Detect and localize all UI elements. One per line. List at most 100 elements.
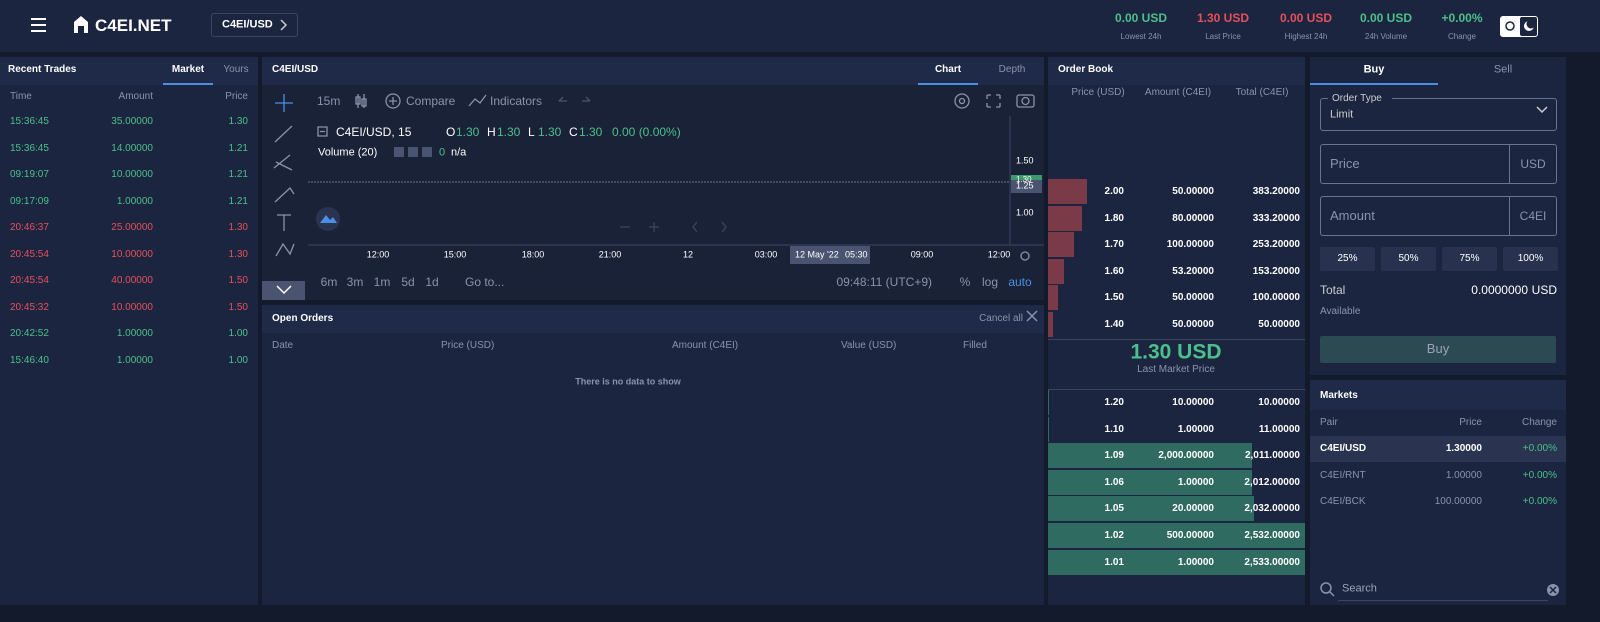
market-price: 1.30000 — [1445, 443, 1482, 454]
trade-time: 15:46:40 — [10, 354, 49, 366]
cancel-all[interactable]: Cancel all — [979, 313, 1023, 324]
trade-time: 15:36:45 — [10, 142, 49, 154]
tab[interactable]: Chart — [934, 64, 962, 75]
time-axis-label: 03:00 — [754, 249, 778, 260]
range-button[interactable]: 5d — [401, 274, 415, 289]
range-button[interactable]: 1m — [373, 274, 391, 289]
book-price: 1.80 — [1104, 212, 1124, 224]
column-header: Price — [225, 91, 248, 102]
input[interactable] — [1320, 144, 1557, 184]
bid-depth-bar — [1048, 549, 1305, 575]
chart-panel — [262, 57, 1044, 300]
book-total: 333.20000 — [1252, 212, 1300, 224]
last-price-tag-label: 1.30 — [1016, 175, 1032, 185]
panel-header — [0, 57, 258, 85]
trade-price: 1.30 — [228, 222, 248, 233]
bid-depth-bar — [1048, 523, 1305, 548]
stat-value: 0.00 USD — [1114, 10, 1168, 25]
book-total: 2,533.00000 — [1244, 556, 1300, 568]
column-header: Price (USD) — [441, 340, 495, 351]
book-total: 153.20000 — [1252, 265, 1300, 277]
percent-button[interactable] — [1320, 247, 1375, 271]
book-price: 1.70 — [1104, 239, 1124, 251]
book-price: 1.09 — [1104, 450, 1124, 462]
indicators[interactable]: Indicators — [490, 93, 543, 108]
ask-depth-bar — [1048, 179, 1087, 204]
book-price: 1.60 — [1104, 265, 1124, 277]
percent-button[interactable] — [1442, 247, 1497, 271]
trade-price: 1.30 — [228, 248, 248, 260]
market-pair[interactable]: C4EI/RNT — [1320, 469, 1366, 481]
close-icon[interactable] — [1026, 310, 1038, 322]
tab[interactable]: Yours — [223, 64, 249, 75]
percent-button[interactable] — [1381, 247, 1436, 271]
panel-title: C4EI/USD — [272, 64, 319, 75]
ohlc-key: C — [569, 124, 578, 139]
trade-amount: 25.00000 — [111, 222, 153, 233]
compare[interactable]: Compare — [406, 93, 456, 108]
tool-expand[interactable] — [262, 281, 305, 300]
drawing-tools[interactable] — [273, 94, 295, 257]
range-button[interactable]: 6m — [320, 274, 338, 289]
book-amount: 1.00000 — [1177, 556, 1214, 568]
trade-time: 15:36:45 — [10, 116, 49, 127]
ohlc-value: 1.30 — [538, 124, 562, 139]
ohlc-key: H — [487, 124, 496, 139]
tab[interactable]: Buy — [1363, 63, 1385, 76]
market-pair[interactable]: C4EI/BCK — [1320, 496, 1366, 507]
scale-option[interactable]: % — [959, 274, 971, 289]
interval[interactable]: 15m — [317, 93, 341, 108]
search-input[interactable]: Search — [1342, 582, 1377, 595]
available-label: Available — [1320, 306, 1361, 317]
volume-value: 0 — [439, 146, 446, 159]
scale-option[interactable]: auto — [1008, 274, 1032, 289]
range-button[interactable]: 1d — [425, 274, 439, 289]
market-change: +0.00% — [1522, 496, 1557, 507]
tab[interactable]: Depth — [998, 64, 1026, 75]
pair-selector[interactable]: C4EI/USD — [222, 18, 273, 31]
book-total: 253.20000 — [1252, 239, 1300, 251]
percent-button[interactable] — [1503, 247, 1558, 271]
scale-option[interactable]: log — [981, 274, 999, 289]
trade-price: 1.30 — [228, 116, 248, 127]
top-bar — [0, 0, 1600, 52]
market-change: +0.00% — [1522, 443, 1557, 454]
stat-label: Highest 24h — [1284, 32, 1328, 42]
book-amount: 50.00000 — [1172, 186, 1214, 197]
order-type-select[interactable] — [1320, 98, 1557, 131]
book-amount: 100.00000 — [1166, 239, 1214, 251]
book-price: 1.50 — [1104, 292, 1124, 304]
trade-price: 1.21 — [228, 142, 248, 154]
column-header: Amount (C4EI) — [672, 340, 739, 351]
range-button[interactable]: 3m — [346, 274, 364, 289]
market-change: +0.00% — [1522, 469, 1557, 481]
crosshair-price-tag — [1011, 180, 1042, 193]
tab[interactable]: Market — [171, 64, 205, 75]
bid-depth-bar — [1048, 496, 1255, 522]
last-market-price: 1.30 USD — [1130, 340, 1222, 364]
trade-time: 20:45:54 — [10, 275, 49, 286]
logo-icon — [74, 16, 88, 33]
trade-amount: 14.00000 — [111, 142, 153, 154]
chart-toolbar-icons[interactable] — [317, 93, 1035, 261]
market-price: 100.00000 — [1434, 496, 1482, 507]
market-pair[interactable]: C4EI/USD — [1320, 443, 1367, 454]
menu-icon[interactable] — [31, 18, 46, 32]
book-price: 1.10 — [1104, 423, 1124, 435]
select-value: Limit — [1330, 108, 1354, 121]
trade-price: 1.21 — [228, 169, 248, 180]
ask-depth-bar — [1048, 205, 1082, 231]
price-axis-label: 1.25 — [1016, 180, 1034, 191]
buy-button[interactable] — [1320, 336, 1556, 363]
input[interactable] — [1320, 196, 1557, 236]
buy-button-label: Buy — [1426, 341, 1450, 357]
trade-amount: 10.00000 — [111, 301, 153, 313]
goto[interactable]: Go to... — [465, 274, 505, 289]
logo: C4EI.NET — [95, 15, 172, 35]
trade-time: 20:45:32 — [10, 301, 49, 313]
pair-button[interactable] — [211, 13, 298, 37]
tab[interactable]: Sell — [1493, 63, 1513, 76]
book-price: 1.06 — [1104, 476, 1124, 488]
bid-depth-bar — [1048, 469, 1253, 495]
stat-label: Lowest 24h — [1120, 32, 1162, 42]
